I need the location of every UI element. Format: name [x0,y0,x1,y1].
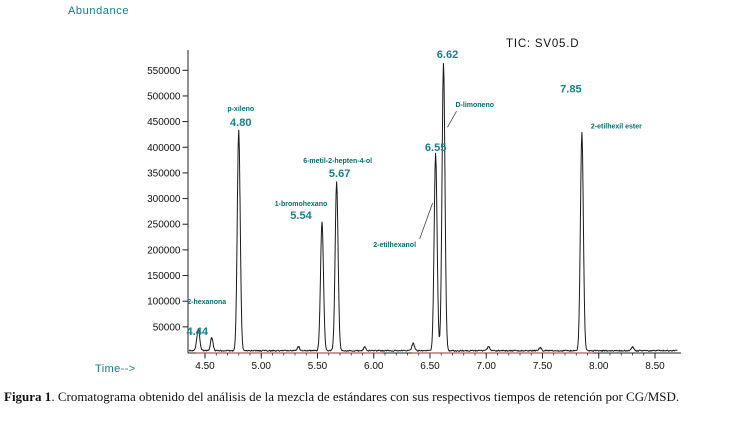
peak-rt-label: 6.62 [437,49,458,61]
x-tick-label: 6.00 [364,361,384,372]
peak-name-label: 1-bromohexano [275,201,328,208]
peak-rt-label: 7.85 [560,83,581,95]
peak-rt-label: 6.55 [425,142,446,154]
x-tick-label: 5.00 [252,361,272,372]
peak-name-label: 2-hexanona [187,299,226,306]
peak-name-label: 2-etilhexanol [373,242,416,249]
annotation-leader-line [447,110,457,128]
peak-name-label: p-xileno [227,106,254,113]
y-tick-label: 150000 [147,271,181,282]
y-tick-label: 500000 [147,91,181,102]
x-tick-label: 7.50 [533,361,553,372]
peak-name-label: D-limoneno [456,102,495,109]
x-tick-label: 4.50 [195,361,215,372]
chromatogram-trace [188,63,678,352]
figure-caption: Figura 1. Cromatograma obtenido del anál… [4,389,731,406]
y-axis-title: Abundance [68,5,130,17]
y-tick-label: 100000 [147,297,181,308]
x-axis-title: Time--> [95,363,136,375]
figure-label: Figura 1 [4,389,52,404]
y-tick-label: 400000 [147,143,181,154]
peak-rt-label: 5.67 [329,168,350,180]
y-tick-label: 550000 [147,66,181,77]
y-tick-label: 450000 [147,117,181,128]
y-tick-label: 350000 [147,168,181,179]
peak-name-label: 6-metil-2-hepten-4-ol [303,158,372,165]
peak-rt-label: 4.44 [187,326,209,338]
peak-name-label: 2-etilhexil ester [591,123,642,130]
chromatogram-chart: TIC: SV05.D 50000 100000 150000 200000 25000… [147,38,681,372]
x-tick-label: 8.50 [645,361,665,372]
y-tick-label: 200000 [147,245,181,256]
y-tick-label: 250000 [147,220,181,231]
x-tick-label: 7.00 [477,361,497,372]
y-tick-label: 300000 [147,194,181,205]
peak-rt-label: 5.54 [290,210,312,222]
y-tick-label: 50000 [153,322,181,333]
x-tick-label: 8.00 [589,361,609,372]
annotation-leader-line [419,202,434,240]
x-tick-label: 5.50 [308,361,328,372]
peak-rt-label: 4.80 [230,117,251,129]
figure-caption-text: . Cromatograma obtenido del análisis de … [51,389,680,404]
chart-title: TIC: SV05.D [506,38,579,50]
x-tick-label: 6.50 [420,361,440,372]
